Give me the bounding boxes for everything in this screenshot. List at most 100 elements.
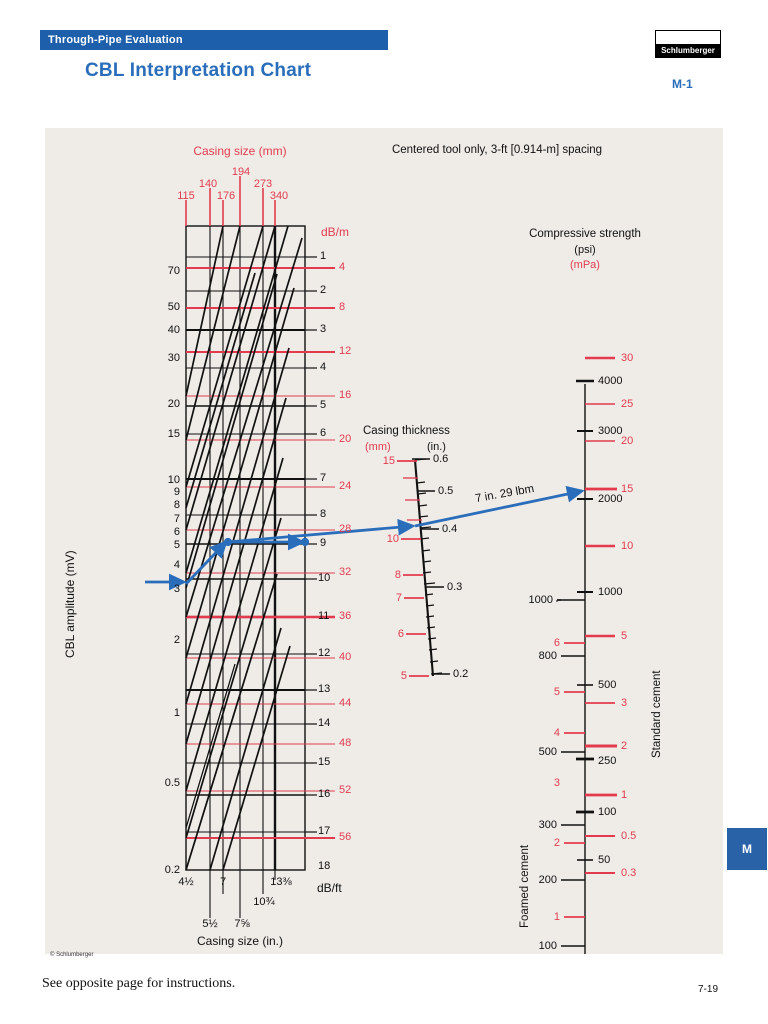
amp-tick-70: 70 (167, 265, 180, 277)
compressive-strength-mpa-unit: (mPa) (570, 259, 600, 271)
casing-size-in-leaders (209, 870, 276, 918)
fc-psi-1000: 1000 (528, 594, 553, 606)
casing-in-tick-7: 7 (219, 876, 227, 888)
cbl-amplitude-axis-title: CBL amplitude (mV) (63, 550, 77, 658)
amp-tick-20: 20 (167, 398, 180, 410)
compressive-strength-psi-unit: (psi) (574, 244, 596, 256)
cs-mpa-0-3: 0.3 (621, 867, 637, 879)
thickness-in-0-4: 0.4 (442, 523, 458, 535)
dbft-tick-3: 3 (320, 323, 327, 335)
amp-tick-10: 10 (167, 474, 180, 486)
dbm-tick-24: 24 (339, 480, 352, 492)
dbft-tick-1: 1 (320, 250, 327, 262)
casing-size-in-title: Casing size (in.) (196, 934, 284, 948)
casing-mm-tick-340: 340 (269, 190, 289, 202)
dbft-tick-8: 8 (320, 508, 327, 520)
instructions-note: See opposite page for instructions. (42, 976, 236, 991)
amp-tick-40: 40 (167, 324, 180, 336)
cs-mpa-25: 25 (621, 398, 634, 410)
cs-mpa-30: 30 (621, 352, 634, 364)
dbft-tick-15: 15 (318, 756, 331, 768)
cs-mpa-0-5: 0.5 (621, 830, 637, 842)
fc-psi-200: 200 (538, 874, 557, 886)
tool-annotation: Centered tool only, 3-ft [0.914-m] spaci… (391, 144, 603, 156)
cs-mpa-1: 1 (621, 789, 628, 801)
fc-psi-300: 300 (538, 819, 557, 831)
amp-tick-6: 6 (173, 526, 180, 538)
amp-tick-30: 30 (167, 352, 180, 364)
amp-tick-7: 7 (173, 513, 180, 525)
casing-in-tick-4-1-2: 4½ (178, 876, 194, 888)
compressive-strength-scale (556, 356, 617, 954)
cs-psi-500: 500 (598, 679, 617, 691)
cs-mpa-10: 10 (621, 540, 634, 552)
fc-mpa-5: 5 (553, 686, 560, 698)
logo-text: Schlumberger (656, 44, 720, 57)
dbm-axis-title: dB/m (321, 225, 350, 239)
thickness-mm-15: 15 (382, 455, 395, 467)
dbm-tick-48: 48 (339, 737, 352, 749)
cs-mpa-5: 5 (621, 630, 628, 642)
dbft-tick-2: 2 (320, 284, 327, 296)
foamed-cement-label: Foamed cement (519, 844, 531, 928)
thickness-in-0-5: 0.5 (438, 485, 454, 497)
casing-in-tick-10-3-4: 10¾ (253, 896, 275, 908)
casing-in-tick-5-1-2: 5½ (202, 918, 218, 930)
dbm-tick-32: 32 (339, 566, 352, 578)
cs-psi-4000: 4000 (598, 375, 623, 387)
standard-cement-label: Standard cement (651, 670, 663, 758)
solution-path (145, 485, 585, 591)
dbft-tick-13: 13 (318, 683, 331, 695)
chart-figure: Casing size (mm) Centered tool only, 3-f… (45, 128, 723, 954)
dbm-tick-52: 52 (339, 784, 352, 796)
dbm-tick-44: 44 (339, 697, 352, 709)
solution-path-nodes (223, 537, 310, 547)
dbm-tick-56: 56 (339, 831, 352, 843)
fc-mpa-1: 1 (553, 911, 560, 923)
dbm-tick-36: 36 (339, 610, 352, 622)
thickness-in-0-3: 0.3 (447, 581, 463, 593)
dbft-tick-5: 5 (320, 399, 327, 411)
fc-mpa-4: 4 (553, 727, 560, 739)
casing-thickness-title: Casing thickness (363, 425, 450, 437)
dbm-tick-16: 16 (339, 389, 352, 401)
folio-number: 7-19 (698, 984, 719, 995)
amp-tick-50: 50 (167, 301, 180, 313)
casing-mm-tick-176: 176 (216, 190, 236, 202)
thickness-in-0-6: 0.6 (433, 453, 449, 465)
cs-psi-50: 50 (598, 854, 611, 866)
amp-tick-2: 2 (173, 634, 180, 646)
dbm-tick-4: 4 (339, 261, 346, 273)
casing-mm-tick-194: 194 (231, 166, 251, 178)
cs-mpa-20: 20 (621, 435, 634, 447)
fc-mpa-3: 3 (553, 777, 560, 789)
amp-tick-9: 9 (173, 486, 180, 498)
fc-psi-500: 500 (538, 746, 557, 758)
casing-mm-tick-140: 140 (198, 178, 218, 190)
dbm-tick-8: 8 (339, 301, 346, 313)
dbft-tick-14: 14 (318, 717, 331, 729)
amp-tick-0-5: 0.5 (164, 777, 180, 789)
fc-psi-100: 100 (538, 940, 557, 952)
casing-mm-tick-115: 115 (177, 190, 195, 202)
dbm-tick-20: 20 (339, 433, 352, 445)
amp-tick-15: 15 (167, 428, 180, 440)
compressive-strength-title: Compressive strength (529, 228, 641, 240)
amp-tick-1: 1 (173, 707, 180, 719)
amp-tick-5: 5 (173, 539, 180, 551)
dbft-tick-4: 4 (320, 361, 327, 373)
casing-mm-tick-273: 273 (253, 178, 273, 190)
thickness-mm-5: 5 (400, 670, 407, 682)
amp-tick-4: 4 (173, 559, 180, 571)
copyright-text: © Schlumberger (50, 952, 94, 958)
section-banner: Through-Pipe Evaluation (40, 30, 388, 50)
thickness-in-0-2: 0.2 (453, 668, 469, 680)
dbft-tick-11: 11 (318, 610, 330, 622)
casing-thickness-in-unit: (in.) (427, 441, 446, 453)
dbft-tick-17: 17 (318, 825, 331, 837)
cs-psi-2000: 2000 (598, 493, 623, 505)
dbft-tick-12: 12 (318, 647, 331, 659)
main-grid (185, 225, 306, 871)
amp-tick-8: 8 (173, 499, 180, 511)
cs-mpa-15: 15 (621, 483, 634, 495)
